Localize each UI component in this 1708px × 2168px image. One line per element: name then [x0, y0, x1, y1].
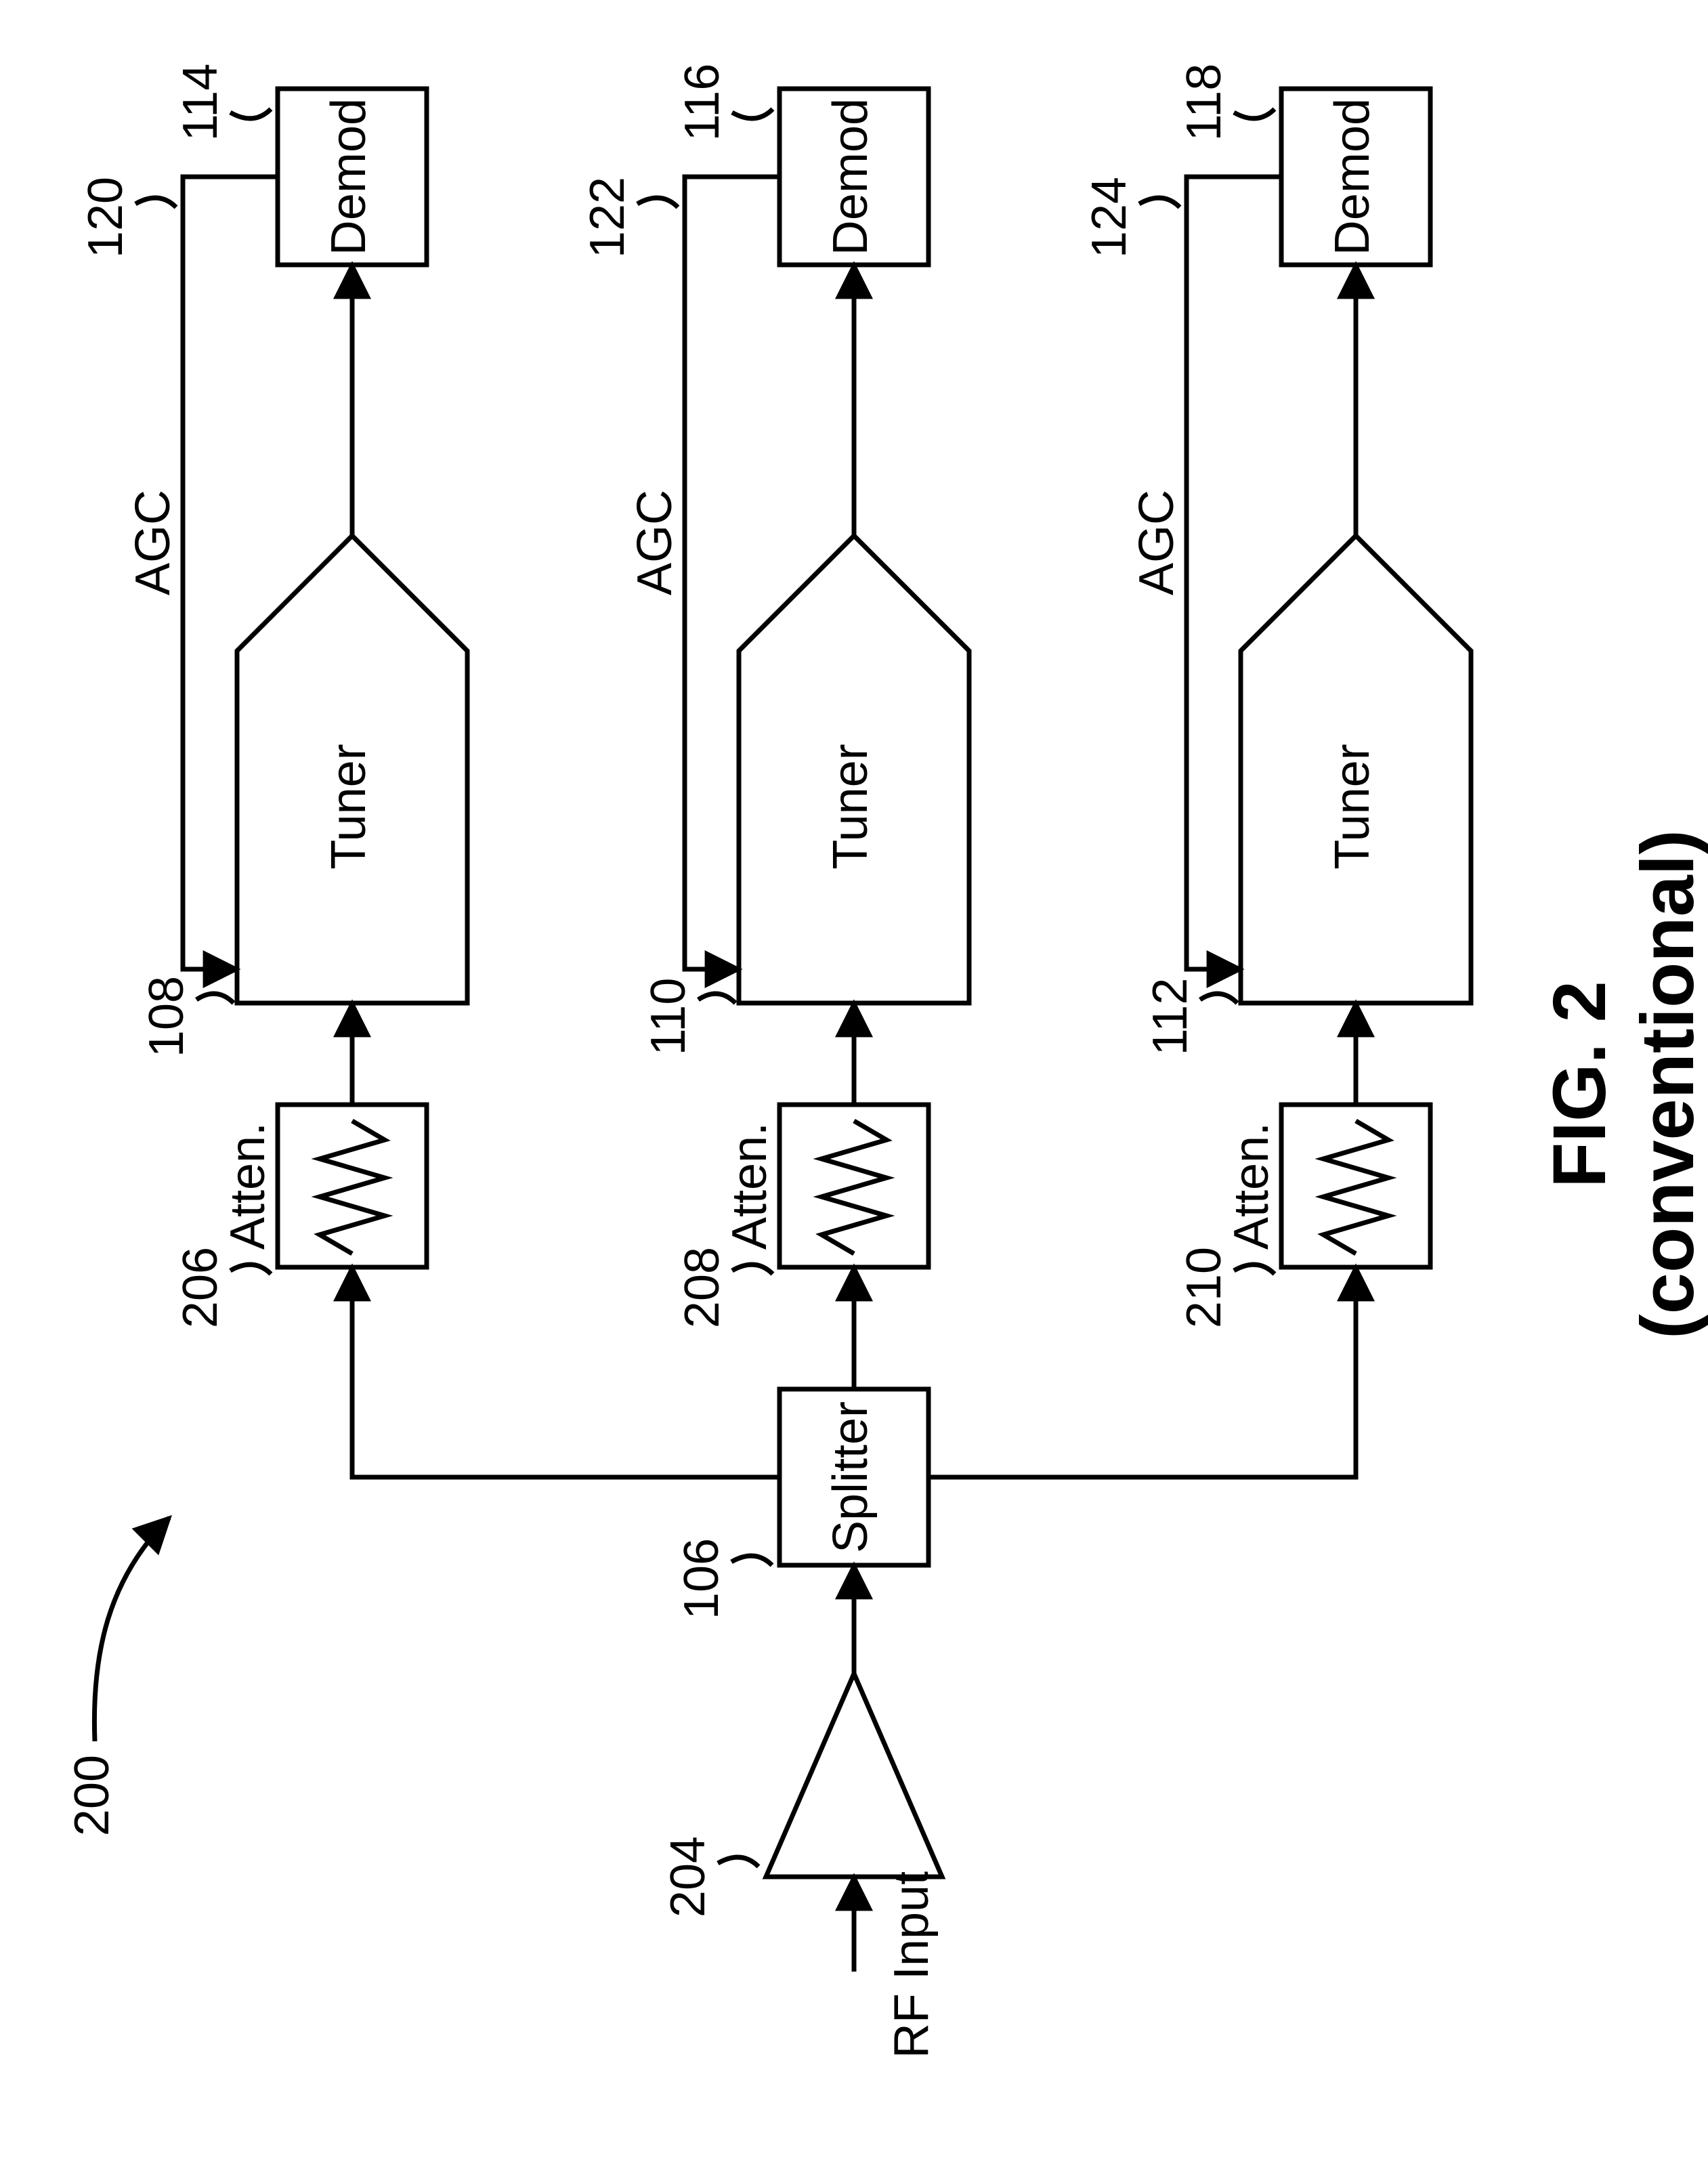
tuner1-ref: 108	[140, 976, 194, 1057]
demod1-ref-callout: 114	[173, 64, 271, 142]
atten3-ref-callout: 210	[1177, 1247, 1275, 1328]
tuner1-ref-callout: 108	[140, 976, 234, 1057]
amplifier-ref-hook	[718, 1857, 759, 1867]
splitter-ref-hook	[731, 1556, 772, 1565]
demod1-label: Demod	[322, 98, 376, 255]
splitter-ref: 106	[675, 1538, 729, 1619]
atten3-resistor-icon	[1323, 1121, 1388, 1254]
channel-2: Atten. 208 Tuner 110 Demod 116 AGC 122	[580, 64, 969, 1328]
agc3-wire	[1187, 177, 1281, 969]
wire-split-bot	[928, 1267, 1356, 1477]
agc2-ref: 122	[580, 177, 635, 258]
atten1-ref: 206	[173, 1247, 228, 1328]
amplifier-icon	[766, 1674, 942, 1877]
atten1-ref-callout: 206	[173, 1247, 271, 1328]
atten1-resistor-icon	[320, 1121, 385, 1254]
tuner1-label: Tuner	[322, 744, 376, 869]
agc3-label: AGC	[1130, 490, 1184, 595]
agc3-ref: 124	[1082, 177, 1136, 258]
demod3-ref: 118	[1177, 64, 1231, 142]
figure-caption: FIG. 2 (conventional)	[1538, 830, 1708, 1339]
agc1-wire	[183, 177, 278, 969]
rf-input-group: RF Input	[854, 1871, 939, 2058]
agc2-wire	[685, 177, 780, 969]
atten3-ref: 210	[1177, 1247, 1231, 1328]
channel-3: Atten. 210 Tuner 112 Demod 118 AGC 124	[1082, 64, 1471, 1328]
atten2-ref-callout: 208	[675, 1247, 773, 1328]
figure-title: FIG. 2	[1538, 981, 1621, 1188]
splitter: Splitter 106	[675, 1389, 928, 1619]
atten2-resistor-icon	[821, 1121, 887, 1254]
rotated-diagram: 200 RF Input 204 Splitter 106	[65, 64, 1471, 2058]
agc3-ref-callout: 124	[1082, 177, 1180, 258]
demod2-ref-callout: 116	[675, 64, 773, 142]
demod1-ref: 114	[173, 64, 228, 142]
agc1-ref: 120	[79, 177, 133, 258]
diagram-canvas: 200 RF Input 204 Splitter 106	[0, 0, 1708, 2168]
atten1-label: Atten.	[221, 1122, 275, 1250]
diagram-ref-arrow	[94, 1518, 169, 1741]
agc2-label: AGC	[628, 490, 682, 595]
agc1-label: AGC	[126, 490, 180, 595]
channel-1: Atten. 206 Tuner 108 Demod 114	[79, 64, 467, 1328]
atten2-ref: 208	[675, 1247, 729, 1328]
amplifier-ref-callout: 204	[661, 1836, 759, 1917]
rf-input-label: RF Input	[884, 1871, 939, 2058]
demod2-label: Demod	[824, 98, 878, 255]
tuner3-ref: 112	[1143, 978, 1197, 1056]
demod2-ref: 116	[675, 64, 729, 142]
tuner2-ref: 110	[641, 978, 696, 1056]
figure-subtitle: (conventional)	[1626, 830, 1708, 1339]
splitter-label: Splitter	[824, 1401, 878, 1553]
agc2-ref-callout: 122	[580, 177, 678, 258]
splitter-ref-callout: 106	[675, 1538, 772, 1619]
demod3-label: Demod	[1325, 98, 1380, 255]
agc1-ref-callout: 120	[79, 177, 176, 258]
tuner3-ref-callout: 112	[1143, 978, 1237, 1056]
diagram-ref-callout: 200	[65, 1518, 169, 1836]
diagram-ref-number: 200	[65, 1755, 119, 1836]
tuner3-label: Tuner	[1325, 744, 1380, 869]
atten3-label: Atten.	[1224, 1122, 1279, 1250]
atten2-label: Atten.	[723, 1122, 777, 1250]
tuner2-label: Tuner	[824, 744, 878, 869]
demod3-ref-callout: 118	[1177, 64, 1275, 142]
amplifier-ref: 204	[661, 1836, 715, 1917]
tuner2-ref-callout: 110	[641, 978, 735, 1056]
